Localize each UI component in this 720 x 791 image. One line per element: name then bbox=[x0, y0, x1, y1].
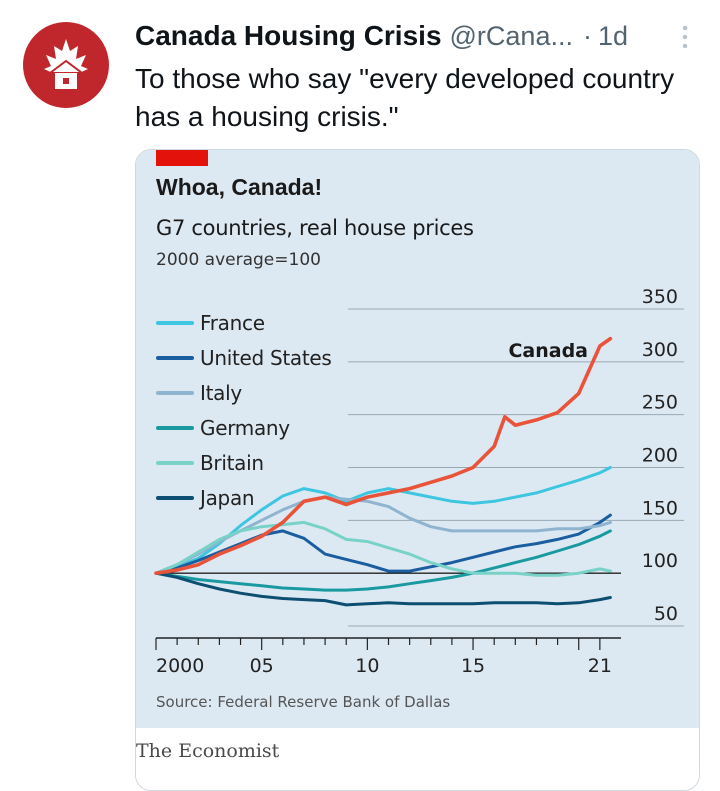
tweet-text: To those who say "every developed countr… bbox=[135, 63, 675, 132]
legend-item-britain: Britain bbox=[156, 451, 264, 475]
series-line-france bbox=[154, 466, 612, 575]
publisher-name: The Economist bbox=[136, 740, 280, 762]
legend-swatch bbox=[156, 496, 194, 500]
y-tick-label-150: 150 bbox=[642, 497, 678, 519]
y-tick-label-250: 250 bbox=[642, 392, 678, 414]
chart-image[interactable]: Whoa, Canada! G7 countries, real house p… bbox=[136, 150, 699, 728]
author-handle[interactable]: @rCana... bbox=[449, 20, 573, 51]
chart-plot: 50 100 150 200 250 300 350 2000 05 10 15 21 Canada bbox=[154, 286, 684, 677]
legend-label: France bbox=[200, 311, 265, 335]
legend-item-japan: Japan bbox=[156, 486, 255, 510]
legend-item-france: France bbox=[156, 311, 265, 335]
x-tick-label-21: 21 bbox=[588, 655, 612, 677]
legend-item-germany: Germany bbox=[156, 416, 290, 440]
x-tick-label-15: 15 bbox=[461, 655, 485, 677]
y-tick-label-300: 300 bbox=[642, 339, 678, 361]
chart-subtitle: G7 countries, real house prices bbox=[156, 216, 474, 240]
legend-label: Britain bbox=[200, 451, 264, 475]
chart-source: Source: Federal Reserve Bank of Dallas bbox=[156, 693, 451, 711]
x-tick-label-05: 05 bbox=[250, 655, 274, 677]
y-tick-label-350: 350 bbox=[642, 286, 678, 308]
legend-swatch bbox=[156, 426, 194, 430]
x-tick-label-10: 10 bbox=[355, 655, 379, 677]
header-separator: · bbox=[582, 20, 592, 51]
media-card[interactable]: Whoa, Canada! G7 countries, real house p… bbox=[135, 149, 700, 791]
legend-label: Germany bbox=[200, 416, 290, 440]
y-tick-label-100: 100 bbox=[642, 550, 678, 572]
legend-label: United States bbox=[200, 346, 332, 370]
chart-title: Whoa, Canada! bbox=[156, 174, 323, 200]
series-line-germany bbox=[154, 529, 612, 592]
y-tick-label-50: 50 bbox=[654, 603, 678, 625]
legend-swatch bbox=[156, 356, 194, 360]
tweet-header: Canada Housing Crisis @rCana... · 1d bbox=[135, 16, 700, 56]
tweet-timestamp[interactable]: 1d bbox=[597, 20, 629, 51]
x-tick-label-2000: 2000 bbox=[156, 655, 204, 677]
series-line-japan bbox=[154, 571, 612, 607]
series-line-united_states bbox=[154, 513, 612, 575]
more-options-icon[interactable] bbox=[680, 24, 690, 55]
series-line-canada bbox=[154, 336, 613, 575]
legend-swatch bbox=[156, 391, 194, 395]
economist-red-bar bbox=[156, 150, 208, 166]
author-name[interactable]: Canada Housing Crisis bbox=[135, 20, 442, 51]
legend-item-italy: Italy bbox=[156, 381, 242, 405]
canada-annotation: Canada bbox=[508, 340, 588, 362]
legend-item-united_states: United States bbox=[156, 346, 332, 370]
publisher-bar: The Economist bbox=[136, 728, 699, 778]
legend-label: Italy bbox=[200, 381, 242, 405]
legend-label: Japan bbox=[200, 486, 255, 510]
avatar[interactable] bbox=[23, 22, 109, 108]
series-line-britain bbox=[154, 520, 612, 577]
maple-house-icon bbox=[44, 39, 88, 89]
y-tick-label-200: 200 bbox=[642, 445, 678, 467]
legend-swatch bbox=[156, 321, 194, 325]
chart-note: 2000 average=100 bbox=[156, 250, 321, 270]
legend-swatch bbox=[156, 461, 194, 465]
